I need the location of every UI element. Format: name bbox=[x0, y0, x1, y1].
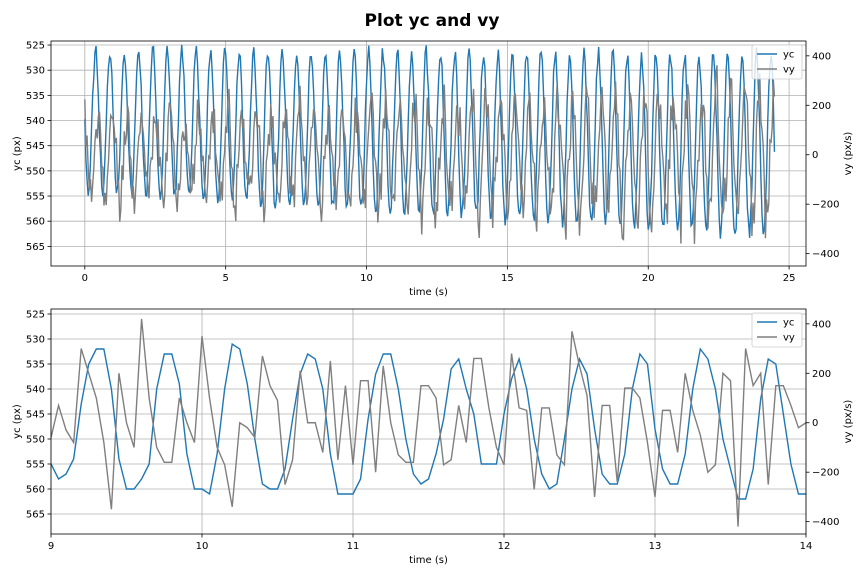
y-tick-label: 555 bbox=[26, 192, 45, 203]
x-tick-label: 25 bbox=[783, 273, 796, 284]
top-chart-x-ticks: 0 5 10 15 20 25 bbox=[82, 266, 796, 284]
top-chart-frame bbox=[50, 40, 807, 267]
bottom-chart-legend-yc-label: yc bbox=[783, 318, 794, 329]
x-tick-label: 13 bbox=[649, 541, 662, 552]
bottom-chart-legend-vy-label: vy bbox=[783, 333, 795, 344]
y-tick-label: 550 bbox=[26, 166, 45, 177]
bottom-chart-x-ticks: 9 10 11 12 13 14 bbox=[48, 534, 813, 552]
y-tick-label: 555 bbox=[26, 460, 45, 471]
bottom-chart-grid bbox=[50, 309, 807, 534]
top-chart-legend: yc vy bbox=[751, 44, 803, 80]
series-line-vy bbox=[84, 65, 776, 244]
x-tick-label: 10 bbox=[196, 541, 209, 552]
y-tick-label: 535 bbox=[26, 91, 45, 102]
y-tick-label: 525 bbox=[26, 41, 45, 52]
y-right-tick-label: 0 bbox=[812, 150, 818, 161]
bottom-chart-y-right-ticks: −400 −200 0 200 400 bbox=[806, 319, 839, 528]
top-chart-legend-yc-label: yc bbox=[783, 50, 794, 61]
series-line-yc bbox=[84, 44, 776, 239]
figure-title: Plot yc and vy bbox=[365, 11, 500, 31]
y-tick-label: 565 bbox=[26, 242, 45, 253]
y-right-tick-label: 400 bbox=[812, 319, 831, 330]
y-tick-label: 550 bbox=[26, 435, 45, 446]
bottom-chart-series bbox=[51, 318, 806, 527]
bottom-chart: 9 10 11 12 13 14 525530535540545550555560565 … bbox=[12, 308, 854, 566]
y-right-tick-label: −200 bbox=[812, 200, 839, 211]
x-tick-label: 20 bbox=[642, 273, 655, 284]
bottom-chart-legend: yc vy bbox=[751, 312, 803, 348]
top-chart-series bbox=[84, 44, 776, 244]
x-tick-label: 12 bbox=[498, 541, 511, 552]
top-chart-y-right-ticks: −400 −200 0 200 400 bbox=[806, 51, 839, 260]
x-tick-label: 10 bbox=[360, 273, 373, 284]
y-tick-label: 545 bbox=[26, 410, 45, 421]
y-tick-label: 530 bbox=[26, 335, 45, 346]
y-right-tick-label: −400 bbox=[812, 517, 839, 528]
top-chart-y-ticks: 525 530 535 540 545 550 555 560 565 bbox=[26, 41, 51, 253]
y-right-tick-label: −400 bbox=[812, 249, 839, 260]
y-right-tick-label: 400 bbox=[812, 51, 831, 62]
top-chart-y-axis-label: yc (px) bbox=[12, 136, 23, 171]
y-tick-label: 560 bbox=[26, 485, 45, 496]
y-tick-label: 560 bbox=[26, 217, 45, 228]
y-tick-label: 525 bbox=[26, 310, 45, 321]
y-tick-label: 530 bbox=[26, 66, 45, 77]
bottom-chart-y-ticks: 525 530 535 540 545 550 555 560 565 bbox=[26, 310, 51, 521]
x-tick-label: 9 bbox=[48, 541, 54, 552]
x-tick-label: 0 bbox=[82, 273, 88, 284]
series-line-yc bbox=[51, 342, 806, 500]
y-right-tick-label: 200 bbox=[812, 101, 831, 112]
top-chart-grid bbox=[51, 41, 806, 266]
x-tick-label: 11 bbox=[347, 541, 360, 552]
top-chart: 0 5 10 15 20 25 525 530 535 540 545 550 555 560 565 −… bbox=[12, 41, 854, 298]
top-chart-y-right-axis-label: vy (px/s) bbox=[843, 132, 854, 176]
y-tick-label: 540 bbox=[26, 116, 45, 127]
bottom-chart-frame bbox=[50, 308, 807, 535]
bottom-chart-y-right-axis-label: vy (px/s) bbox=[843, 400, 854, 444]
x-tick-label: 14 bbox=[800, 541, 813, 552]
x-tick-label: 15 bbox=[501, 273, 514, 284]
bottom-chart-x-axis-label: time (s) bbox=[409, 555, 448, 566]
y-tick-label: 540 bbox=[26, 385, 45, 396]
y-right-tick-label: −200 bbox=[812, 468, 839, 479]
y-right-tick-label: 200 bbox=[812, 369, 831, 380]
series-line-vy bbox=[51, 318, 806, 527]
y-tick-label: 565 bbox=[26, 510, 45, 521]
top-chart-x-axis-label: time (s) bbox=[409, 287, 448, 298]
x-tick-label: 5 bbox=[222, 273, 228, 284]
y-right-tick-label: 0 bbox=[812, 418, 818, 429]
y-tick-label: 545 bbox=[26, 141, 45, 152]
top-chart-legend-vy-label: vy bbox=[783, 65, 795, 76]
y-tick-label: 535 bbox=[26, 360, 45, 371]
bottom-chart-y-axis-label: yc (px) bbox=[12, 404, 23, 439]
